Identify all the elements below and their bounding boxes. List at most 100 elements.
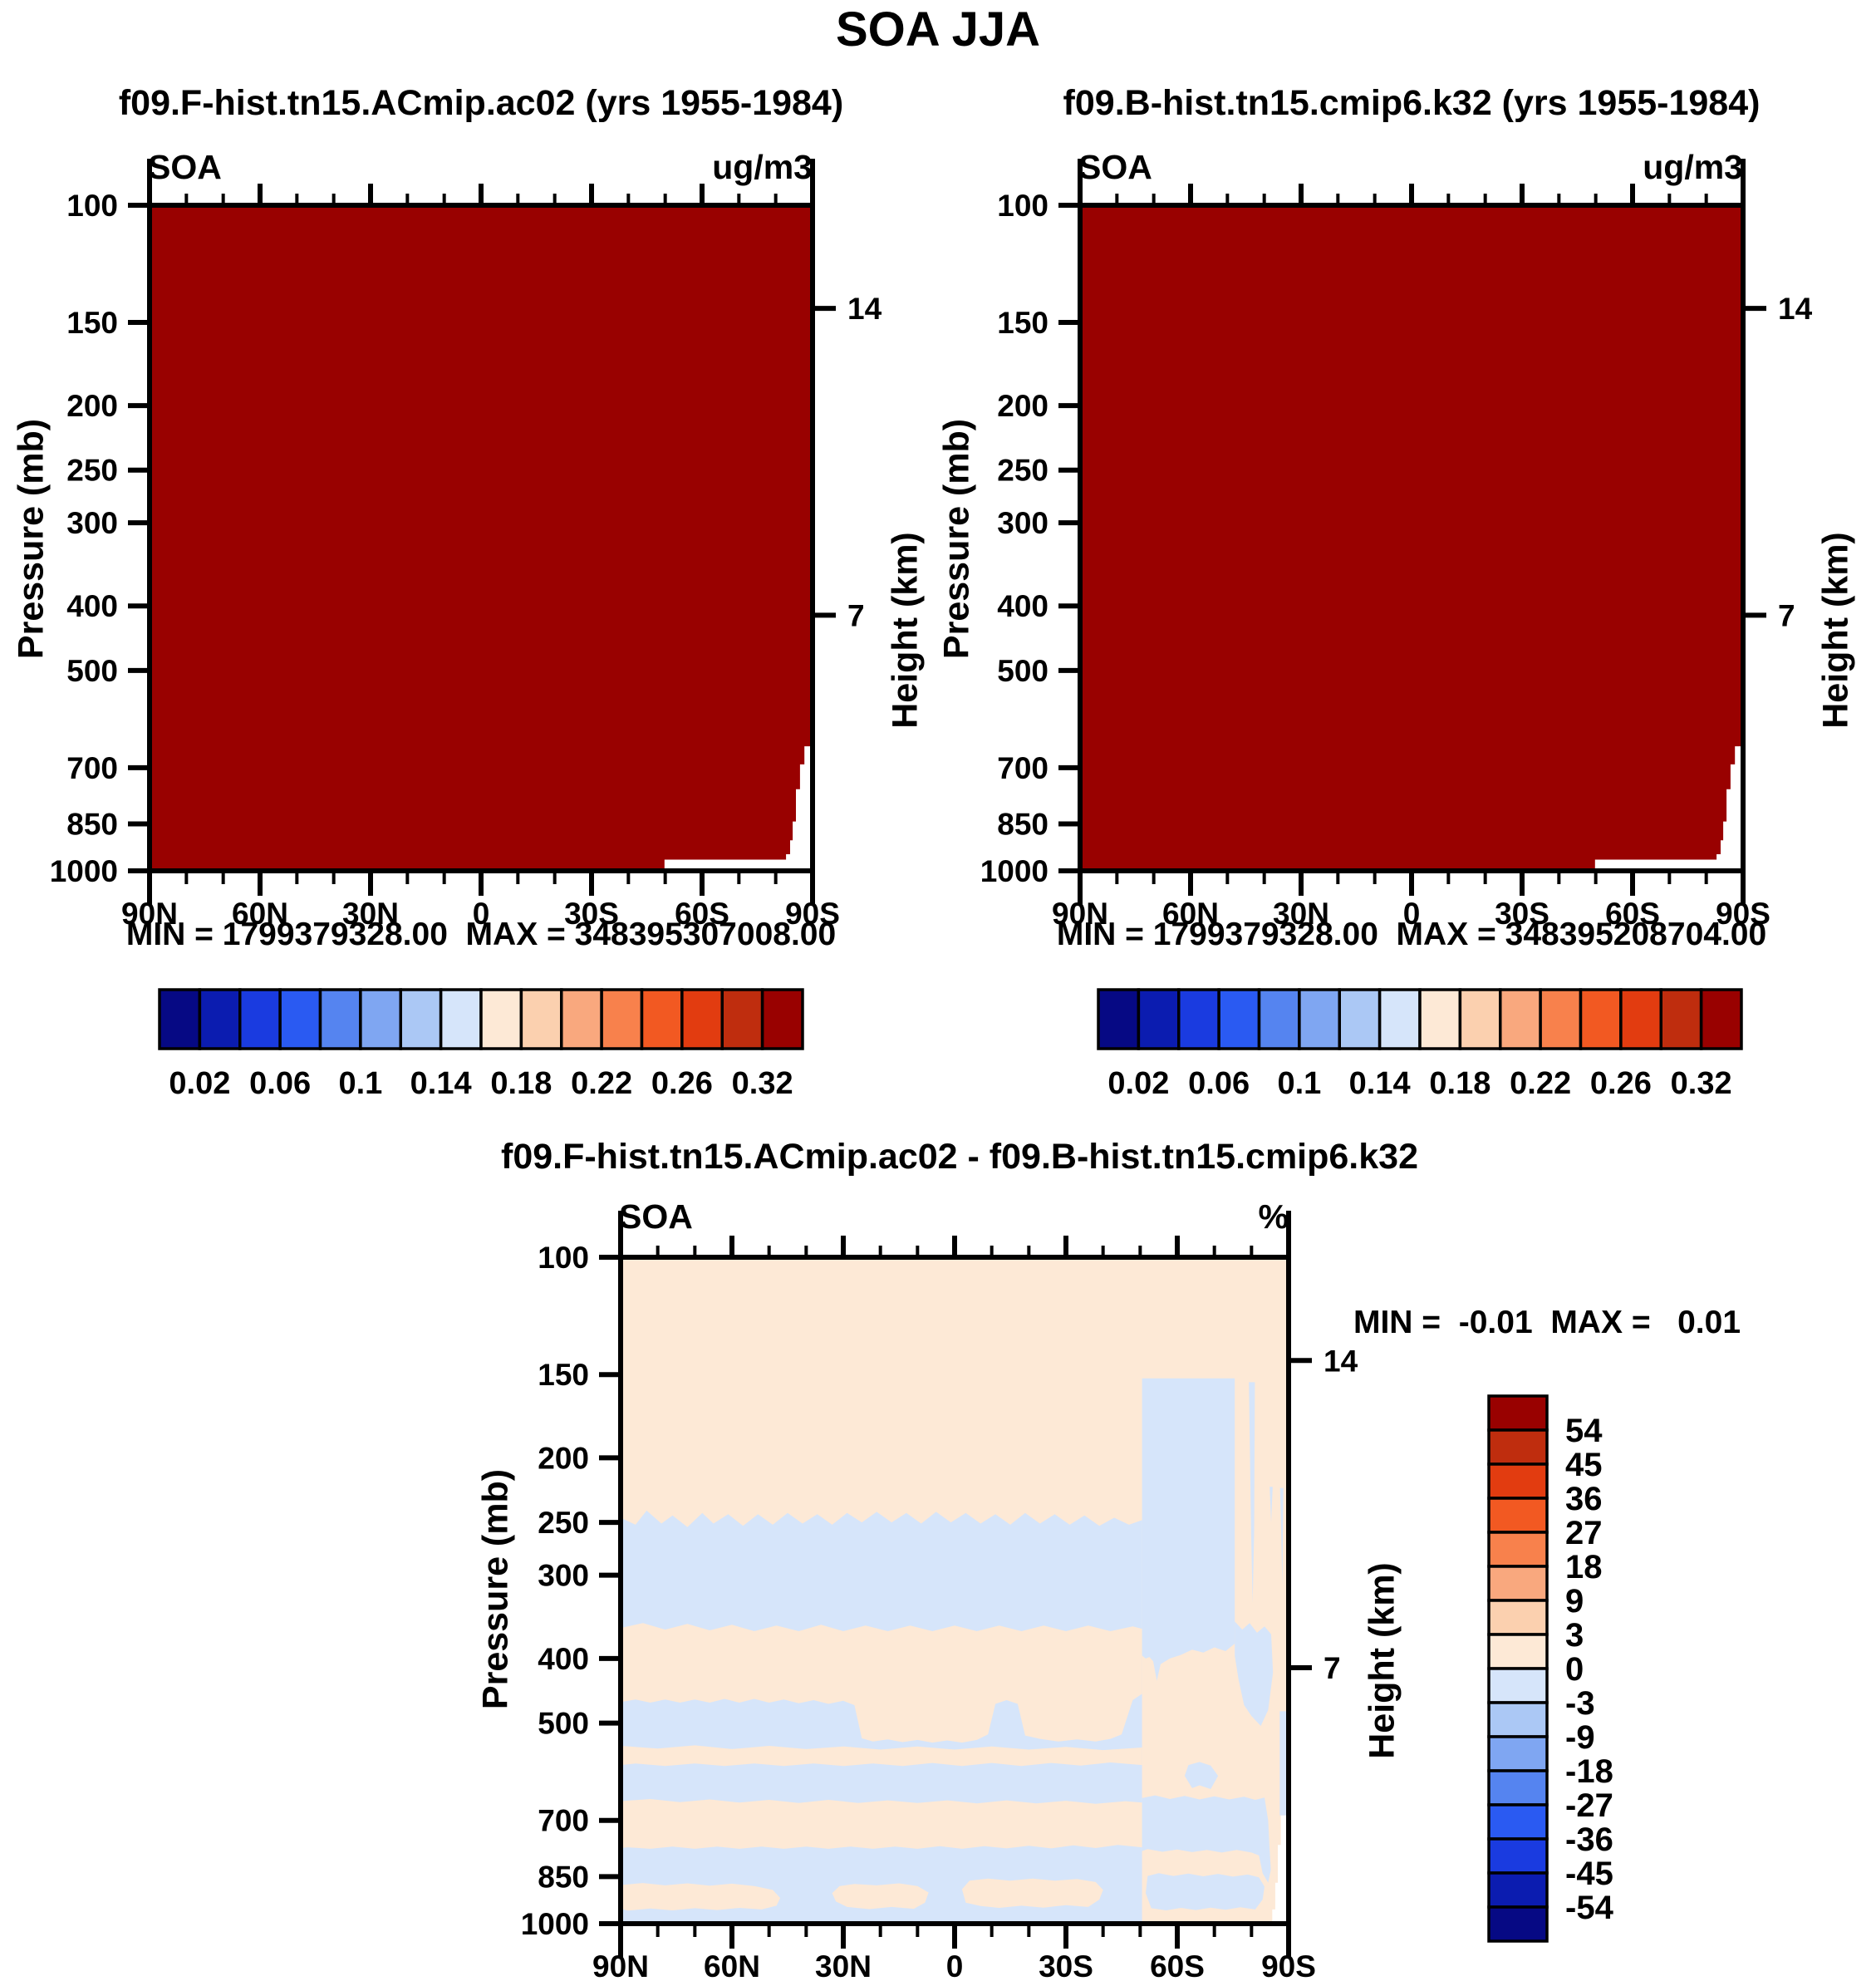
- terrain-notch-90S: [1272, 1815, 1289, 1924]
- diff-panel-title: f09.F-hist.tn15.ACmip.ac02 - f09.B-hist.…: [501, 1137, 1418, 1177]
- diff-colorbar-cell: [1487, 1599, 1549, 1636]
- diff-colorbar-cell: [1487, 1428, 1549, 1466]
- lat-tick-label: 0: [946, 1949, 964, 1981]
- lat-tick-label: 60S: [1150, 1949, 1205, 1981]
- colorbar-cell: [720, 988, 764, 1050]
- diff-colorbar-label: 9: [1565, 1583, 1584, 1620]
- diff-colorbar-label: 36: [1565, 1481, 1603, 1517]
- colorbar-cell: [399, 988, 443, 1050]
- pressure-tick-label: 400: [538, 1642, 589, 1676]
- diff-colorbar-label: -18: [1565, 1753, 1613, 1790]
- colorbar-cell: [1217, 988, 1261, 1050]
- negative-spike-85S: [1269, 1487, 1273, 1523]
- pressure-tick-label: 250: [997, 454, 1048, 488]
- pressure-tick-label: 250: [538, 1506, 589, 1540]
- pressure-tick-label: 850: [997, 807, 1048, 841]
- colorbar-cell: [318, 988, 362, 1050]
- pressure-axis-title-left: Pressure (mb): [11, 418, 52, 660]
- diff-colorbar-label: 3: [1565, 1617, 1584, 1654]
- height-tick-label: 14: [1778, 292, 1813, 326]
- diff-colorbar-cell: [1487, 1905, 1549, 1943]
- colorbar-label: 0.14: [1349, 1066, 1411, 1101]
- height-axis-title-right: Height (km): [1815, 532, 1856, 729]
- terrain-mask: [1594, 746, 1743, 871]
- pressure-tick-label: 400: [997, 589, 1048, 623]
- colorbar-cell: [1699, 988, 1743, 1050]
- colorbar-cell: [479, 988, 523, 1050]
- top-left-units-label: ug/m3: [712, 148, 813, 186]
- colorbar-cell: [680, 988, 724, 1050]
- top-left-minmax: MIN = 1799379328.00 MAX = 348395307008.0…: [125, 917, 837, 952]
- colorbar-cell: [760, 988, 804, 1050]
- height-tick-label: 7: [1324, 1651, 1341, 1685]
- colorbar-cell: [640, 988, 684, 1050]
- diff-colorbar-cell: [1487, 1735, 1549, 1772]
- top-left-panel-title: f09.F-hist.tn15.ACmip.ac02 (yrs 1955-198…: [118, 83, 844, 123]
- pressure-tick-label: 700: [66, 751, 118, 785]
- pressure-tick-label: 150: [538, 1358, 589, 1392]
- colorbar-cell: [1257, 988, 1301, 1050]
- diff-colorbar-label: 18: [1565, 1549, 1603, 1585]
- negative-blob-65S-600mb: [1184, 1762, 1219, 1789]
- colorbar-cell: [1137, 988, 1181, 1050]
- negative-blob-south-900mb: [1146, 1873, 1265, 1910]
- pressure-tick-label: 100: [66, 189, 118, 223]
- height-axis-title-left: Height (km): [885, 532, 926, 729]
- diff-colorbar-label: -9: [1565, 1719, 1595, 1756]
- pressure-tick-label: 150: [997, 306, 1048, 340]
- lat-tick-label: 30N: [815, 1949, 872, 1981]
- lat-tick-label: 30S: [1039, 1949, 1093, 1981]
- colorbar-cell: [1619, 988, 1662, 1050]
- colorbar-cell: [1659, 988, 1703, 1050]
- colorbar-cell: [560, 988, 603, 1050]
- diff-colorbar-cell: [1487, 1633, 1549, 1670]
- pressure-tick-label: 850: [538, 1860, 589, 1894]
- diff-colorbar-label: -54: [1565, 1890, 1614, 1926]
- negative-band-south-700mb: [1142, 1795, 1271, 1883]
- pressure-tick-label: 500: [66, 654, 118, 688]
- diff-colorbar-label: 54: [1565, 1413, 1603, 1449]
- colorbar-label: 0.26: [1590, 1066, 1652, 1101]
- diff-colorbar-cell: [1487, 1462, 1549, 1500]
- diff-colorbar-label: -36: [1565, 1821, 1613, 1858]
- main-title: SOA JJA: [835, 2, 1041, 57]
- colorbar-label: 0.32: [732, 1066, 793, 1101]
- top-right-minmax: MIN = 1799379328.00 MAX = 348395208704.0…: [1056, 917, 1767, 952]
- pressure-tick-label: 500: [997, 654, 1048, 688]
- top-left-panel-fill: [150, 205, 813, 871]
- diff-colorbar-cell: [1487, 1871, 1549, 1909]
- positive-patch-north: [621, 1883, 781, 1911]
- diff-colorbar-label: 0: [1565, 1651, 1584, 1688]
- diff-colorbar-label: 45: [1565, 1447, 1603, 1483]
- positive-patch-south-tropics: [961, 1878, 1103, 1908]
- diff-colorbar-cell: [1487, 1837, 1549, 1875]
- height-tick-label: 7: [847, 598, 865, 632]
- pressure-tick-label: 1000: [521, 1907, 589, 1941]
- diff-colorbar-label: -27: [1565, 1787, 1613, 1824]
- diff-colorbar-cell: [1487, 1497, 1549, 1534]
- pressure-tick-label: 300: [997, 506, 1048, 540]
- lat-tick-label: 0: [1403, 897, 1421, 931]
- colorbar-cell: [1177, 988, 1220, 1050]
- height-tick-label: 7: [1778, 598, 1795, 632]
- colorbar-label: 0.06: [249, 1066, 311, 1101]
- colorbar-label: 0.18: [1429, 1066, 1490, 1101]
- pressure-tick-label: 200: [538, 1441, 589, 1475]
- pressure-tick-label: 1000: [50, 854, 118, 888]
- lat-tick-label: 60S: [675, 897, 729, 931]
- colorbar-label: 0.18: [490, 1066, 552, 1101]
- colorbar-label: 0.1: [338, 1066, 382, 1101]
- diff-colorbar-cell: [1487, 1701, 1549, 1738]
- colorbar-cell: [600, 988, 644, 1050]
- colorbar-cell: [238, 988, 282, 1050]
- pressure-tick-label: 300: [538, 1559, 589, 1593]
- pressure-tick-label: 100: [538, 1241, 589, 1275]
- lat-tick-label: 30N: [1273, 897, 1329, 931]
- colorbar-cell: [278, 988, 322, 1050]
- diff-minmax: MIN = -0.01 MAX = 0.01: [1353, 1305, 1741, 1340]
- pressure-axis-title-diff: Pressure (mb): [475, 1468, 516, 1710]
- colorbar-label: 0.26: [651, 1066, 713, 1101]
- pressure-tick-label: 200: [66, 389, 118, 423]
- pressure-tick-label: 1000: [980, 854, 1048, 888]
